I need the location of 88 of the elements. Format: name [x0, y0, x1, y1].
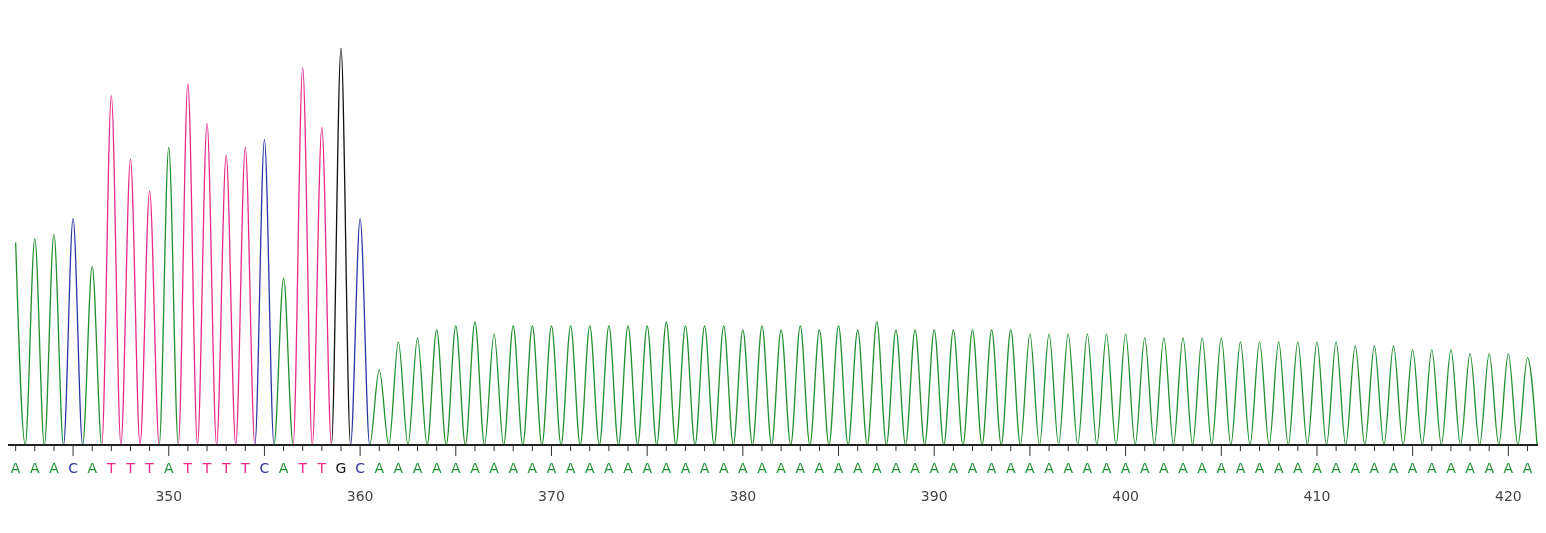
annotation: A	[604, 460, 615, 476]
annotation: A	[1254, 460, 1265, 476]
annotation: T	[182, 460, 193, 476]
annotation: A	[852, 460, 863, 476]
x-tick-label: 380	[729, 488, 757, 504]
annotation: A	[872, 460, 883, 476]
annotation: A	[1369, 460, 1380, 476]
annotation: A	[833, 460, 844, 476]
annotation: A	[508, 460, 519, 476]
annotation: A	[1044, 460, 1055, 476]
annotation: A	[527, 460, 538, 476]
x-tick-label: 370	[538, 488, 565, 504]
annotation: A	[642, 460, 653, 476]
annotation: A	[489, 460, 500, 476]
annotation: A	[1465, 460, 1476, 476]
annotation: A	[1331, 460, 1342, 476]
annotation: A	[87, 460, 98, 476]
annotation: A	[738, 460, 749, 476]
annotation: A	[623, 460, 634, 476]
x-tick-label: 420	[1494, 488, 1522, 504]
annotation: C	[355, 460, 366, 476]
annotation: A	[1312, 460, 1323, 476]
annotation: A	[584, 460, 595, 476]
x-tick-label: 410	[1303, 488, 1331, 504]
annotation: A	[565, 460, 576, 476]
annotation: A	[891, 460, 902, 476]
annotation: A	[1407, 460, 1418, 476]
annotation: A	[546, 460, 557, 476]
annotation: A	[757, 460, 768, 476]
annotation: A	[929, 460, 940, 476]
annotation: A	[278, 460, 289, 476]
annotation: T	[201, 460, 212, 476]
annotation: A	[1350, 460, 1361, 476]
annotation: C	[68, 460, 79, 476]
annotation: A	[1216, 460, 1227, 476]
annotation: G	[335, 460, 347, 476]
annotation: A	[1388, 460, 1399, 476]
annotation: A	[163, 460, 174, 476]
annotation: A	[795, 460, 806, 476]
annotation: A	[680, 460, 691, 476]
annotation: A	[1446, 460, 1457, 476]
annotation: A	[1484, 460, 1495, 476]
annotation: A	[1063, 460, 1074, 476]
annotation: T	[240, 460, 251, 476]
annotation: A	[1120, 460, 1131, 476]
annotation: A	[374, 460, 385, 476]
annotation: A	[30, 460, 40, 476]
annotation: C	[259, 460, 270, 476]
x-tick-label: 350	[155, 488, 183, 504]
annotation: A	[1427, 460, 1437, 476]
annotation: T	[106, 460, 117, 476]
annotation: A	[814, 460, 825, 476]
annotation: A	[948, 460, 959, 476]
annotation: A	[1235, 460, 1246, 476]
annotation: A	[910, 460, 921, 476]
annotation: A	[1025, 460, 1036, 476]
annotation: A	[1082, 460, 1093, 476]
x-tick-label: 390	[920, 488, 948, 504]
annotation: A	[1293, 460, 1304, 476]
annotation: A	[718, 460, 729, 476]
annotation: A	[1159, 460, 1170, 476]
annotation: A	[1522, 460, 1533, 476]
annotation: A	[393, 460, 404, 476]
annotation: A	[1139, 460, 1150, 476]
annotation: A	[699, 460, 710, 476]
x-tick-label: 360	[346, 488, 374, 504]
annotation: A	[1101, 460, 1112, 476]
annotation: T	[220, 460, 231, 476]
annotation: A	[49, 460, 60, 476]
annotation: A	[1005, 460, 1016, 476]
x-tick-label: 400	[1112, 488, 1139, 504]
annotation: T	[316, 460, 327, 476]
annotation: T	[144, 460, 155, 476]
annotation: A	[470, 460, 481, 476]
annotation: T	[297, 460, 308, 476]
annotation: A	[10, 460, 21, 476]
annotation: A	[967, 460, 978, 476]
annotation: A	[431, 460, 442, 476]
annotation: A	[451, 460, 462, 476]
annotation: A	[1178, 460, 1189, 476]
annotation: A	[1503, 460, 1514, 476]
annotation: A	[1197, 460, 1208, 476]
annotation: A	[1273, 460, 1284, 476]
annotation: T	[125, 460, 136, 476]
annotation: A	[986, 460, 997, 476]
annotation: A	[412, 460, 423, 476]
annotation: A	[776, 460, 787, 476]
annotation: A	[661, 460, 672, 476]
